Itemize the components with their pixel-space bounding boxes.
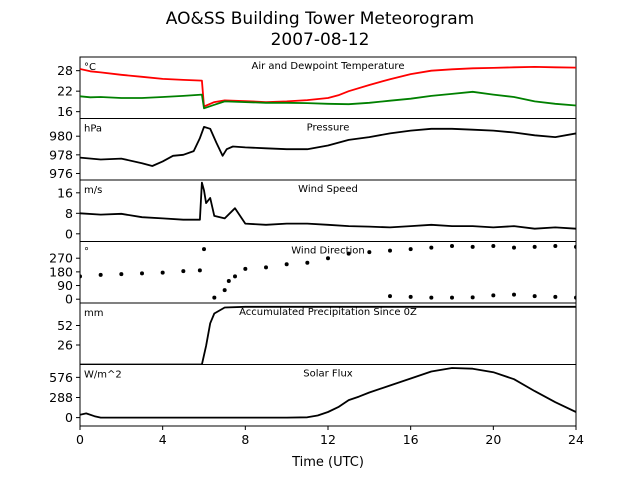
x-tick-label: 0 [76,432,84,447]
data-point [512,292,516,297]
panel-title: Air and Dewpoint Temperature [252,61,405,72]
data-point [429,295,434,300]
panel-title: Wind Direction [291,246,365,257]
data-point [226,278,231,283]
x-axis-label: Time (UTC) [291,455,364,470]
data-point [491,244,496,249]
data-point [450,295,454,300]
data-point [388,248,392,253]
series-group [80,66,576,110]
data-point [202,247,206,252]
y-tick-label: 288 [49,390,73,405]
x-tick-label: 12 [320,432,336,447]
y-tick-label: 16 [57,104,73,119]
data-point [408,247,413,252]
data-point [197,268,202,273]
data-point [98,272,103,277]
data-point [553,244,558,249]
panel-title: Wind Speed [298,184,358,195]
series-line-1 [80,90,576,110]
y-tick-label: 8 [65,206,73,221]
y-tick-label: 52 [57,318,73,333]
y-tick-label: 22 [57,84,73,99]
series-group [80,367,576,419]
data-point [408,294,413,299]
panel-unit: m/s [84,185,102,196]
data-point [532,244,537,249]
series-line-0 [80,305,576,365]
y-tick-label: 976 [49,166,73,181]
y-tick-label: 90 [57,278,73,293]
data-point [160,270,165,275]
y-tick-label: 978 [49,147,73,162]
panel-5: 0 288 576 W/m^2 Solar Flux 0 4 8 12 16 20 24 [49,364,584,447]
data-point [491,293,496,298]
data-point [305,260,310,265]
series-line-0 [80,126,576,167]
series-line-0 [80,66,576,108]
panel-unit: mm [84,308,103,319]
data-point [243,266,248,271]
x-tick-label: 4 [159,432,167,447]
y-tick-label: 576 [49,370,73,385]
data-point [119,272,124,277]
x-tick-label: 20 [485,432,501,447]
panel-unit: hPa [84,124,102,135]
panel-title: Accumulated Precipitation Since 0Z [239,307,417,318]
x-tick-label: 24 [568,432,584,447]
data-point [388,294,392,299]
y-tick-label: 0 [65,292,73,307]
y-tick-label: 980 [49,129,73,144]
series-group [80,126,576,167]
data-point [181,269,186,274]
data-point [264,265,268,270]
x-tick-label: 8 [241,432,249,447]
y-tick-label: 28 [57,63,73,78]
y-tick-label: 0 [65,410,73,425]
data-point [140,271,144,276]
y-tick-label: 0 [65,226,73,241]
data-point [367,250,372,255]
data-point [470,295,475,300]
data-point [574,244,576,249]
data-point [512,245,516,250]
y-tick-label: 270 [49,251,73,266]
data-point [450,244,454,249]
panel-title: Pressure [307,123,350,134]
series-line-0 [80,367,576,419]
series-group [80,181,576,230]
panel-title: Solar Flux [303,369,353,380]
data-point [233,274,237,279]
y-tick-label: 26 [57,338,73,353]
data-point [532,294,537,299]
data-point [470,244,475,249]
data-point [212,295,217,300]
data-point [429,245,434,250]
panel-4: 26 52 mm Accumulated Precipitation Since 0Z [57,302,577,365]
data-point [553,294,558,299]
series-line-0 [80,181,576,230]
data-point [222,288,227,293]
y-tick-label: 180 [49,264,73,279]
data-point [346,251,351,256]
panel-unit: W/m^2 [84,370,122,381]
data-point [326,256,330,261]
series-group [80,244,576,300]
panel-unit: ° [84,247,89,258]
y-tick-label: 16 [57,185,73,200]
x-tick-label: 16 [403,432,419,447]
panel-unit: °C [84,62,96,73]
figure-title-line2: 2007-08-12 [271,30,370,50]
data-point [80,274,82,279]
data-point [284,262,289,267]
series-group [80,305,576,365]
panel-2: 0 8 16 m/s Wind Speed [57,179,577,242]
data-point [574,295,576,300]
panel-0: 16 22 28 °C Air and Dewpoint Temperature [57,56,577,119]
figure-title-line1: AO&SS Building Tower Meteorogram [166,9,474,29]
panel-1: 976 978 980 hPa Pressure [49,118,577,181]
